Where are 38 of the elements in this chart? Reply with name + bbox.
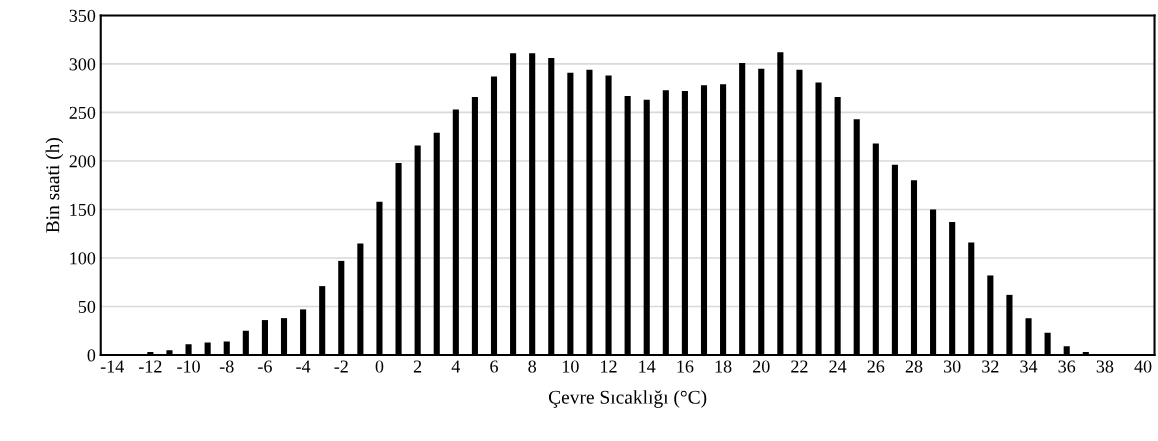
x-tick-label: -2 [334,360,348,373]
x-tick-label: 8 [528,360,537,373]
x-tick-label: -8 [219,360,234,373]
x-tick-label: 40 [1134,360,1152,373]
x-tick-label: 32 [982,360,999,373]
y-tick-label: 350 [69,9,96,22]
y-tick-label: 200 [69,155,96,168]
x-tick-label: 28 [905,360,923,373]
y-tick-label: 250 [69,106,96,119]
x-tick-label: -4 [296,360,311,373]
x-tick-label: 20 [753,360,770,373]
y-tick-label: 0 [87,349,96,362]
x-tick-label: 6 [490,360,498,373]
x-tick-label: 38 [1096,360,1114,373]
y-axis-title: Bin saati (h) [45,138,64,233]
x-tick-label: 26 [867,360,885,373]
x-tick-label: -14 [100,360,124,373]
x-tick-label: 10 [562,360,579,373]
y-tick-label: 50 [78,300,96,313]
x-tick-label: 36 [1058,360,1076,373]
x-tick-label: -12 [139,360,162,373]
x-tick-label: 30 [944,360,961,373]
y-tick-label: 150 [70,203,96,216]
x-tick-label: 14 [639,360,656,373]
x-axis-title: Çevre Sıcaklığı (°C) [548,390,707,408]
x-tick-label: -6 [258,360,272,373]
x-tick-label: 34 [1020,360,1038,373]
x-tick-label: 12 [601,360,617,373]
y-tick-label: 100 [70,252,96,265]
x-tick-label: 2 [413,360,422,373]
x-tick-label: 0 [375,360,384,373]
x-tick-label: 24 [829,360,847,373]
x-tick-label: -10 [177,360,200,373]
y-tick-label: 300 [69,58,96,71]
x-tick-label: 18 [715,360,732,373]
x-tick-label: 16 [677,360,694,373]
x-tick-label: 22 [791,360,808,373]
x-tick-label: 4 [451,360,461,373]
